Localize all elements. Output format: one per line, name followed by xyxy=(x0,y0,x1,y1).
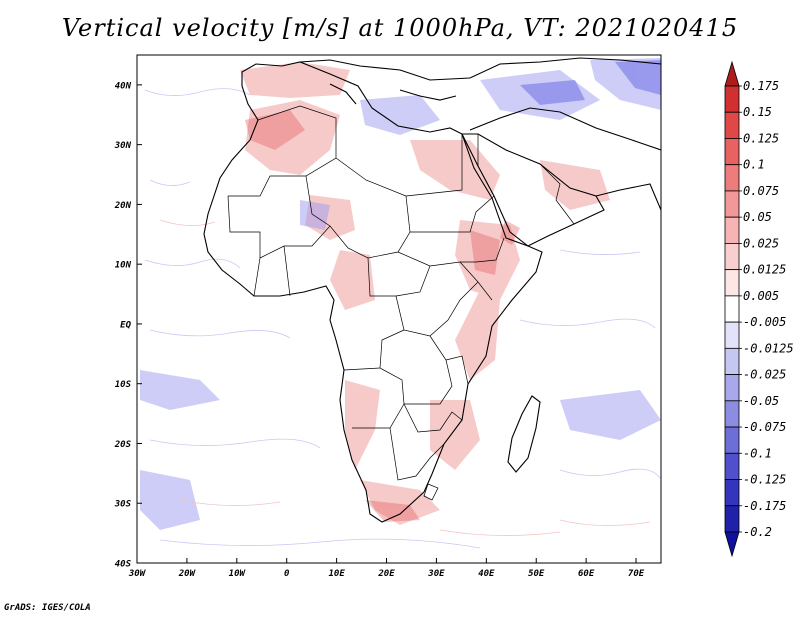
lat-label: 20S xyxy=(114,440,132,450)
colorbar-box xyxy=(724,164,740,192)
colorbar-box xyxy=(724,400,740,428)
colorbar-label: -0.175 xyxy=(743,499,786,513)
lon-label: 0 xyxy=(284,569,290,579)
colorbar-label: 0.005 xyxy=(743,289,779,303)
lat-label: 10S xyxy=(115,380,132,390)
lat-label: 30N xyxy=(114,141,132,151)
lon-label: 70E xyxy=(628,569,645,579)
colorbar-box xyxy=(724,374,740,402)
colorbar-label: -0.125 xyxy=(743,473,786,487)
footer-credit: GrADS: IGES/COLA xyxy=(4,603,91,613)
lat-label: 10N xyxy=(115,261,132,271)
lon-label: 40E xyxy=(478,569,495,579)
negative-velocity-regions xyxy=(140,58,661,530)
colorbar-label: 0.175 xyxy=(743,79,779,93)
lon-label: 60E xyxy=(578,569,595,579)
colorbar-label: -0.025 xyxy=(743,368,786,382)
colorbar-box xyxy=(724,505,740,533)
colorbar-label: 0.1 xyxy=(743,158,765,172)
colorbar-label: -0.005 xyxy=(743,315,786,329)
colorbar-bottom-arrow xyxy=(724,531,740,558)
colorbar-box xyxy=(724,452,740,480)
colorbar-label: 0.05 xyxy=(743,210,772,224)
coastlines xyxy=(203,57,661,523)
colorbar-box xyxy=(724,347,740,375)
lon-label: 30E xyxy=(427,569,445,579)
lat-label: EQ xyxy=(120,320,131,330)
colorbar: 0.175 0.15 0.125 0.1 0.075 0.05 0.025 0.0125 0.0… xyxy=(724,60,794,558)
ocean-noise-warm xyxy=(159,219,651,536)
colorbar-box xyxy=(724,321,740,349)
lat-label: 40S xyxy=(115,560,132,570)
colorbar-label: 0.0125 xyxy=(743,263,786,277)
strong-positive-regions xyxy=(245,110,520,522)
colorbar-top-arrow xyxy=(724,60,740,87)
lon-label: 50E xyxy=(528,569,545,579)
colorbar-label: -0.2 xyxy=(743,525,772,539)
colorbar-box xyxy=(724,138,740,166)
lon-label: 10E xyxy=(328,569,345,579)
colorbar-label: 0.15 xyxy=(743,105,772,119)
latitude-axis: 40N 30N 20N 10N EQ 10S 20S 30S 40S xyxy=(114,81,142,570)
lat-label: 40N xyxy=(115,81,132,91)
colorbar-box xyxy=(724,479,740,507)
field-shading xyxy=(140,57,661,549)
colorbar-box xyxy=(724,216,740,244)
colorbar-box xyxy=(724,190,740,218)
colorbar-label: -0.075 xyxy=(743,420,786,434)
lat-label: 20N xyxy=(114,201,132,211)
lon-label: 20E xyxy=(377,569,395,579)
lon-label: 30W xyxy=(128,569,147,579)
plot-frame xyxy=(136,54,662,564)
colorbar-box xyxy=(724,269,740,297)
colorbar-label: 0.075 xyxy=(743,184,779,198)
strong-negative-regions xyxy=(520,60,661,105)
colorbar-box xyxy=(724,243,740,271)
colorbar-box xyxy=(724,85,740,113)
colorbar-box xyxy=(724,111,740,139)
colorbar-label: 0.125 xyxy=(743,131,779,145)
page-title: Vertical velocity [m/s] at 1000hPa, VT: … xyxy=(61,14,739,42)
colorbar-box xyxy=(724,295,740,323)
colorbar-label: 0.025 xyxy=(743,236,779,250)
country-borders xyxy=(227,105,575,501)
ocean-noise xyxy=(144,88,661,549)
longitude-axis: 30W 20W 10W 0 10E 20E 30E 40E 50E 60E 70E xyxy=(128,558,645,579)
colorbar-box xyxy=(724,426,740,454)
lon-label: 10W xyxy=(229,569,247,579)
lat-label: 30S xyxy=(114,500,132,510)
lon-label: 20W xyxy=(178,569,197,579)
colorbar-label: -0.1 xyxy=(743,446,772,460)
colorbar-label: -0.05 xyxy=(743,394,779,408)
colorbar-label: -0.0125 xyxy=(743,341,794,355)
